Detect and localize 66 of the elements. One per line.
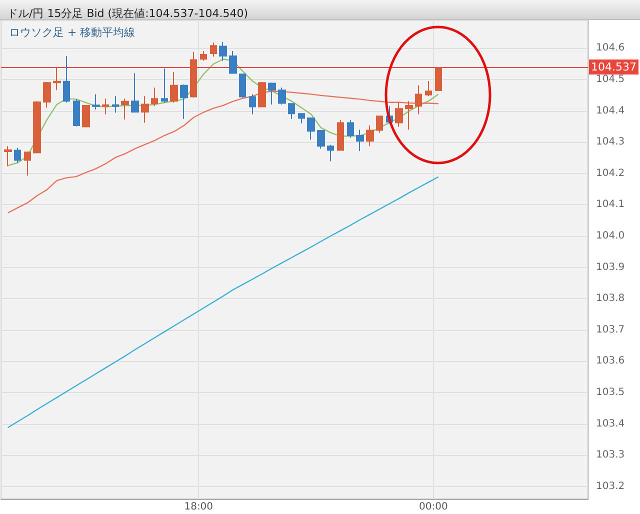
candlestick — [24, 150, 31, 176]
candlestick — [82, 104, 90, 128]
candlestick — [229, 50, 237, 74]
candlestick — [151, 87, 158, 107]
candlestick — [73, 98, 80, 127]
line-series — [7, 176, 439, 428]
y-tick-label: 104.5 — [596, 74, 625, 85]
candlestick — [366, 125, 374, 147]
y-tick-label: 104.0 — [596, 230, 625, 242]
candlestick — [112, 96, 119, 114]
candlestick — [180, 84, 188, 120]
candlestick — [239, 74, 246, 98]
y-tick-label: 104.3 — [596, 136, 625, 148]
candlestick — [435, 66, 442, 91]
candlestick — [63, 56, 70, 104]
y-tick-label: 103.4 — [596, 418, 625, 430]
candlestick — [43, 81, 51, 108]
ref-line-label: 104.537 — [591, 60, 636, 74]
candlestick — [219, 41, 227, 62]
candlestick — [415, 84, 422, 115]
candlestick — [33, 100, 41, 154]
line-series — [7, 90, 439, 214]
chart-title: ドル/円 15分足 Bid (現在値:104.537-104.540) — [7, 7, 248, 20]
candlestick — [4, 146, 12, 167]
candlestick — [395, 102, 403, 128]
candlestick — [278, 87, 286, 106]
y-tick-label: 103.5 — [596, 387, 625, 398]
candlestick — [268, 82, 276, 106]
candlestick — [249, 94, 256, 115]
candlestick — [53, 67, 61, 91]
candlestick — [14, 147, 21, 164]
candlestick — [102, 98, 109, 115]
x-tick-label: 00:00 — [419, 502, 448, 512]
y-tick-label: 103.8 — [596, 293, 625, 304]
candlestick — [337, 120, 344, 151]
candlestick — [141, 96, 149, 124]
candlestick — [307, 117, 315, 140]
candlestick — [356, 129, 364, 152]
y-tick-label: 104.6 — [596, 42, 625, 54]
candlestick — [258, 81, 266, 108]
y-tick-label: 103.7 — [596, 324, 625, 336]
y-tick-label: 103.6 — [596, 356, 625, 367]
candlestick — [190, 51, 197, 98]
y-tick-label: 103.9 — [596, 262, 625, 273]
candlestick — [317, 130, 325, 150]
candlestick — [170, 71, 178, 104]
candlestick — [200, 50, 207, 62]
candlestick — [288, 103, 295, 120]
candlestick — [376, 116, 383, 134]
y-tick-label: 104.1 — [596, 199, 625, 210]
candlestick — [121, 98, 129, 120]
candlestick — [405, 100, 413, 130]
candlestick — [298, 113, 305, 124]
candlestick — [347, 120, 354, 138]
candlestick — [425, 80, 432, 97]
candlestick — [92, 94, 100, 110]
text: ロウソク足 + 移動平均線 — [9, 26, 136, 39]
candlestick — [161, 68, 168, 104]
x-tick-label: 18:00 — [184, 502, 214, 512]
y-tick-label: 104.2 — [596, 168, 625, 179]
y-tick-label: 103.3 — [596, 450, 625, 461]
y-tick-label: 104.4 — [596, 105, 625, 116]
y-tick-label: 103.2 — [596, 480, 625, 492]
candlestick — [210, 42, 217, 58]
candlestick — [131, 72, 139, 114]
candlestick — [327, 144, 334, 162]
